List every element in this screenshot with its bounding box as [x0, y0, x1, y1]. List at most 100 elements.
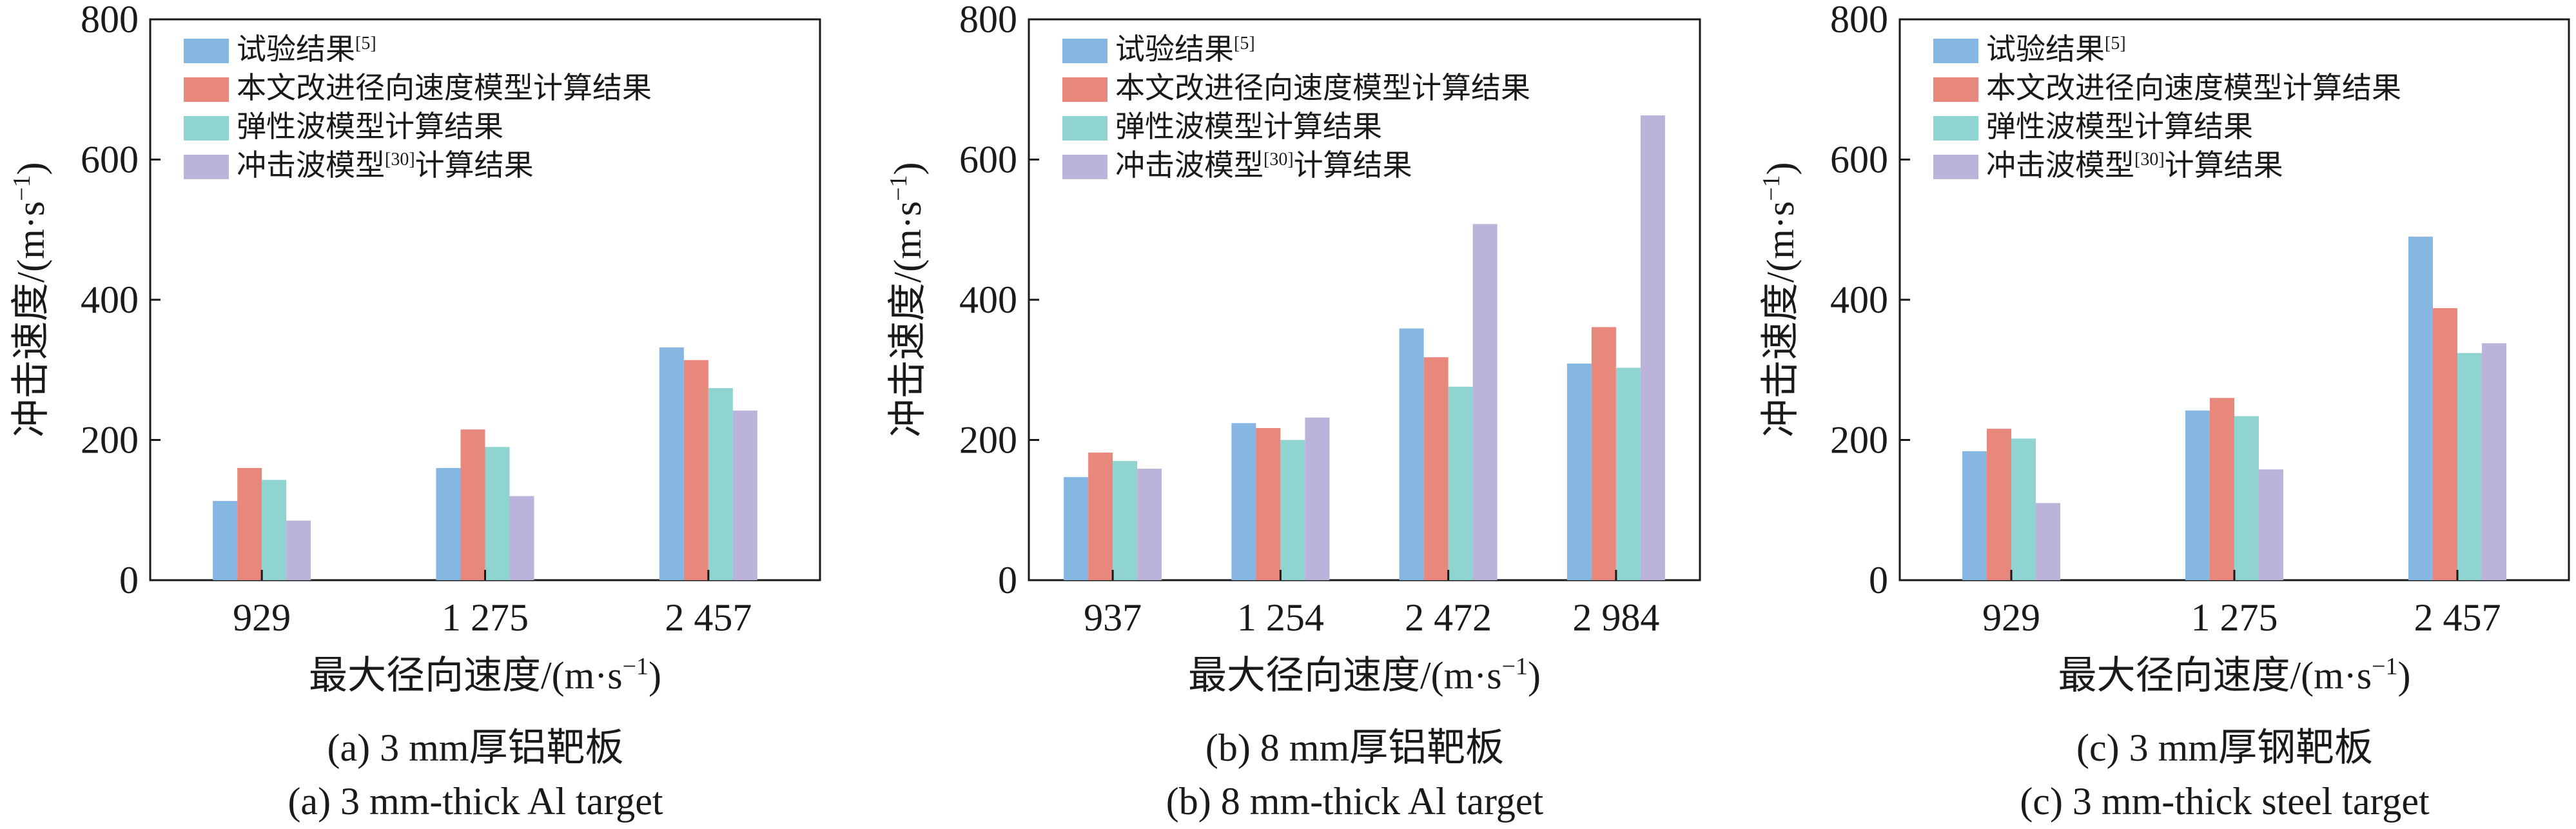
- bar-1-1: [1256, 428, 1281, 580]
- bar-1-2: [2234, 416, 2259, 580]
- legend-swatch-0: [1062, 39, 1107, 63]
- caption-en: (a) 3 mm-thick Al target: [288, 780, 663, 823]
- y-tick-label: 200: [81, 419, 139, 462]
- y-tick-label: 400: [959, 278, 1017, 321]
- x-axis-label: 最大径向速度/(m·s−1): [1188, 653, 1541, 697]
- legend-swatch-0: [184, 39, 229, 63]
- x-tick-label: 937: [1084, 596, 1142, 639]
- bar-2-0: [2408, 237, 2433, 580]
- bar-2-0: [659, 347, 684, 580]
- x-axis-label: 最大径向速度/(m·s−1): [2058, 653, 2410, 697]
- legend-label-1: 本文改进径向速度模型计算结果: [1115, 72, 1530, 104]
- bar-2-1: [683, 360, 708, 580]
- y-tick-label: 600: [81, 139, 139, 181]
- bar-0-0: [1962, 451, 1987, 580]
- bar-0-0: [1064, 477, 1089, 580]
- legend-label-1: 本文改进径向速度模型计算结果: [237, 72, 652, 104]
- bar-1-3: [2259, 469, 2283, 580]
- x-tick-label: 1 275: [2191, 596, 2278, 639]
- x-tick-label: 2 984: [1572, 596, 1659, 639]
- bar-1-2: [1280, 440, 1305, 580]
- legend-label-1: 本文改进径向速度模型计算结果: [1986, 72, 2401, 104]
- x-tick-label: 2 457: [665, 596, 752, 639]
- legend-swatch-1: [1933, 77, 1978, 102]
- bar-0-1: [1987, 429, 2011, 580]
- bar-0-1: [1088, 453, 1113, 580]
- bar-2-3: [2482, 343, 2506, 580]
- x-tick-label: 2 472: [1405, 596, 1492, 639]
- x-axis-label: 最大径向速度/(m·s−1): [309, 653, 661, 697]
- x-tick-label: 1 254: [1237, 596, 1324, 639]
- bar-0-2: [1113, 461, 1138, 580]
- x-tick-label: 2 457: [2414, 596, 2501, 639]
- bar-0-3: [1137, 469, 1162, 580]
- y-tick-label: 400: [81, 278, 139, 321]
- y-tick-label: 600: [1830, 139, 1888, 181]
- x-tick-label: 1 275: [442, 596, 529, 639]
- bar-2-2: [708, 388, 733, 580]
- legend-swatch-0: [1933, 39, 1978, 63]
- bar-3-2: [1615, 367, 1641, 580]
- bar-0-0: [213, 501, 238, 580]
- bar-1-1: [2210, 398, 2234, 580]
- bar-3-1: [1591, 327, 1616, 580]
- legend-label-3: 冲击波模型[30]计算结果: [1986, 149, 2283, 182]
- legend-label-0: 试验结果[5]: [237, 33, 376, 66]
- bar-2-1: [1423, 357, 1449, 580]
- y-tick-label: 0: [119, 559, 139, 601]
- caption-en: (c) 3 mm-thick steel target: [2020, 780, 2430, 823]
- caption-zh: (c) 3 mm厚钢靶板: [2076, 727, 2373, 769]
- y-tick-label: 800: [959, 0, 1017, 41]
- legend-label-3: 冲击波模型[30]计算结果: [237, 149, 534, 182]
- bar-0-3: [286, 520, 311, 580]
- bar-0-1: [237, 468, 262, 580]
- legend-swatch-2: [184, 116, 229, 141]
- caption-zh: (a) 3 mm厚铝靶板: [327, 727, 624, 769]
- legend-swatch-3: [1933, 155, 1978, 179]
- x-tick-label: 929: [233, 596, 291, 639]
- legend-swatch-2: [1062, 116, 1107, 141]
- bar-2-2: [1448, 386, 1473, 580]
- y-tick-label: 0: [998, 559, 1017, 601]
- y-tick-label: 800: [1830, 0, 1888, 41]
- legend: 试验结果[5] 本文改进径向速度模型计算结果弹性波模型计算结果冲击波模型[30]计…: [184, 33, 652, 182]
- bar-2-3: [1472, 224, 1498, 580]
- caption-zh: (b) 8 mm厚铝靶板: [1205, 727, 1504, 769]
- y-axis-label: 冲击速度/(m·s−1): [8, 162, 52, 437]
- legend-swatch-2: [1933, 116, 1978, 141]
- y-axis-label: 冲击速度/(m·s−1): [885, 162, 929, 437]
- legend-label-3: 冲击波模型[30]计算结果: [1115, 149, 1412, 182]
- bar-2-1: [2433, 308, 2457, 580]
- legend: 试验结果[5] 本文改进径向速度模型计算结果弹性波模型计算结果冲击波模型[30]计…: [1062, 33, 1530, 182]
- chart-panel-2: 0 200 400 600 800 937 1 254 2 472 2 984 试验结果[5] 本文…: [885, 0, 1701, 823]
- chart-panel-3: 0 200 400 600 800 929 1 275 2 457 试验结果[5] 本文改进径向速…: [1758, 0, 2570, 823]
- y-tick-label: 200: [959, 419, 1017, 462]
- bar-2-3: [732, 410, 757, 580]
- legend-label-2: 弹性波模型计算结果: [1986, 110, 2253, 143]
- bar-1-3: [1305, 417, 1330, 580]
- y-tick-label: 600: [959, 139, 1017, 181]
- y-tick-label: 400: [1830, 278, 1888, 321]
- bar-3-0: [1566, 363, 1592, 580]
- y-axis-label: 冲击速度/(m·s−1): [1758, 162, 1802, 437]
- bar-1-1: [460, 429, 485, 580]
- chart-panel-1: 0 200 400 600 800 929 1 275 2 457 试验结果[5] 本文改进径向速…: [8, 0, 821, 823]
- legend-label-0: 试验结果[5]: [1986, 33, 2126, 66]
- legend-swatch-1: [1062, 77, 1107, 102]
- legend-swatch-3: [1062, 155, 1107, 179]
- y-tick-label: 200: [1830, 419, 1888, 462]
- bar-1-0: [2185, 410, 2210, 580]
- bar-2-2: [2457, 353, 2482, 580]
- bar-0-2: [262, 480, 287, 580]
- legend-label-2: 弹性波模型计算结果: [237, 110, 503, 143]
- bar-0-2: [2011, 438, 2036, 580]
- legend: 试验结果[5] 本文改进径向速度模型计算结果弹性波模型计算结果冲击波模型[30]计…: [1933, 33, 2401, 182]
- y-tick-label: 0: [1869, 559, 1888, 601]
- bar-1-3: [509, 496, 534, 580]
- x-tick-label: 929: [1982, 596, 2040, 639]
- legend-label-0: 试验结果[5]: [1115, 33, 1255, 66]
- bar-2-0: [1399, 328, 1424, 580]
- bar-0-3: [2036, 503, 2060, 580]
- legend-swatch-3: [184, 155, 229, 179]
